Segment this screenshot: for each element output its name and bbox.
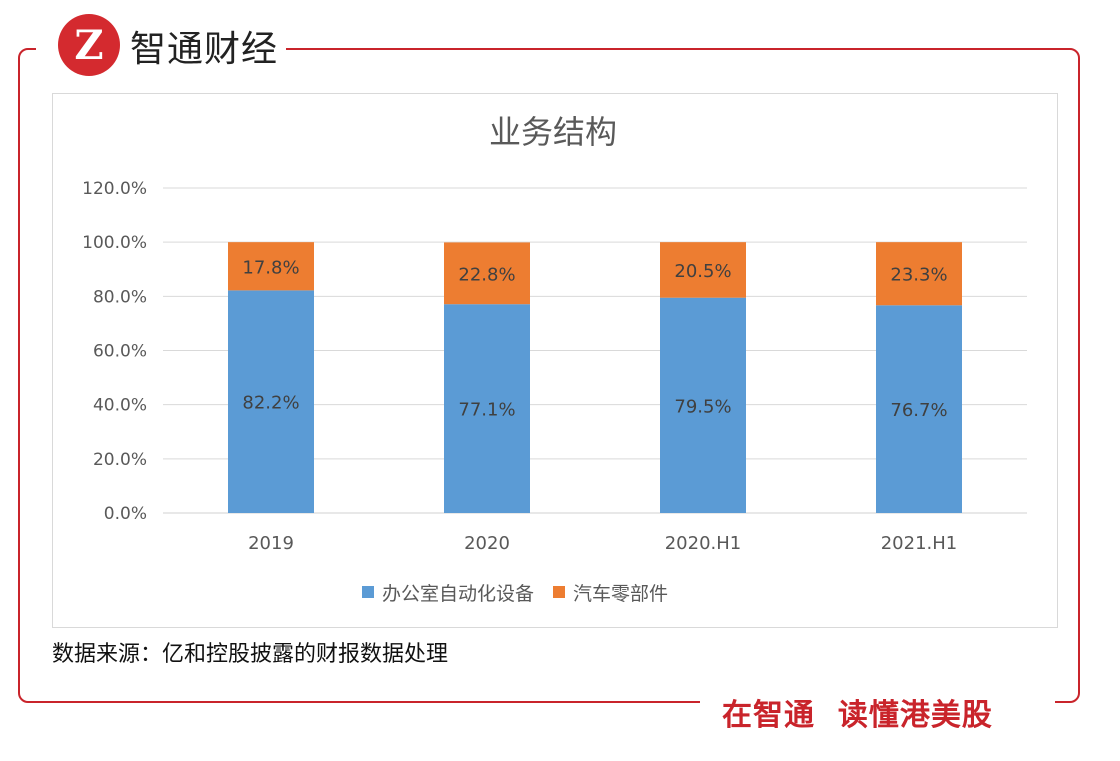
y-tick-label: 20.0% [93,450,147,470]
legend-swatch [553,586,565,598]
chart-area [52,93,1058,628]
legend-label: 汽车零部件 [573,583,668,605]
data-label: 79.5% [674,396,731,417]
chart-title: 业务结构 [489,113,617,151]
y-tick-label: 40.0% [93,396,147,416]
logo-icon: Z [58,14,120,76]
slogan: 在智通 读懂港美股 [722,698,993,733]
data-label: 20.5% [674,261,731,282]
frame-border [18,48,1080,703]
bar-segment [444,304,530,513]
bar-segment [876,305,962,513]
x-tick-label: 2019 [248,533,294,554]
logo-text: Z [74,21,104,69]
data-label: 76.7% [890,400,947,421]
bar-segment [228,290,314,513]
y-tick-label: 100.0% [82,233,147,253]
y-tick-label: 0.0% [104,504,147,524]
source-note: 数据来源：亿和控股披露的财报数据处理 [52,642,449,667]
bar-segment [228,242,314,291]
x-tick-label: 2021.H1 [881,533,958,554]
data-label: 22.8% [458,264,515,285]
x-tick-label: 2020.H1 [665,533,742,554]
frame-gap-bottom [700,695,1055,709]
data-label: 77.1% [458,400,515,421]
bar-segment [444,242,530,305]
data-label: 82.2% [242,393,299,414]
y-tick-label: 80.0% [93,287,147,307]
brand-name: 智通财经 [130,29,279,70]
legend-label: 办公室自动化设备 [382,583,534,605]
bar-segment [660,297,746,513]
y-tick-label: 120.0% [82,179,147,199]
y-tick-label: 60.0% [93,342,147,362]
data-label: 17.8% [242,257,299,278]
bar-segment [660,242,746,298]
x-tick-label: 2020 [464,533,510,554]
data-label: 23.3% [890,265,947,286]
bar-segment [876,242,962,306]
legend-swatch [362,586,374,598]
